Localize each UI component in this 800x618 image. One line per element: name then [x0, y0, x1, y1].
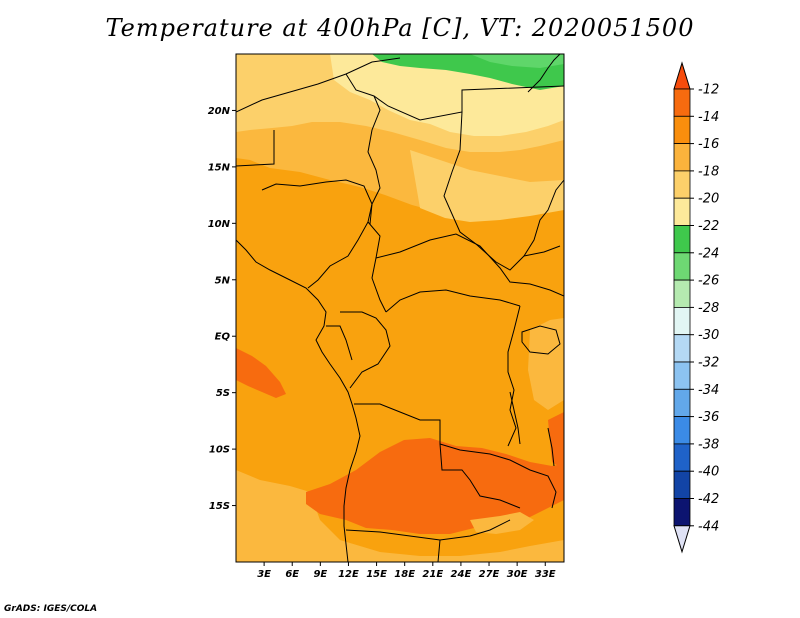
field-deeporange-west: [236, 348, 286, 398]
lon-tick-label: 33E: [535, 569, 556, 580]
lat-tick-label: 5S: [216, 388, 230, 399]
lat-tick-label: 10S: [209, 445, 230, 456]
coastline-west: [236, 239, 361, 562]
colorbar: -12 -14 -16 -18 -20 -22 -24 -26 -28 -30 -32 -34 -36 -…: [673, 61, 719, 554]
colorbar-label: -32: [698, 356, 719, 371]
colorbar-swatch: [673, 416, 691, 445]
latitude-axis: 20N 15N 10N 5N EQ 5S 10S 15S: [208, 106, 236, 512]
colorbar-swatch: [673, 143, 691, 172]
map-frame: [235, 53, 565, 563]
lat-tick-label: 15N: [208, 162, 231, 173]
colorbar-swatch: [673, 197, 691, 226]
border-sahara-2: [345, 73, 564, 121]
colorbar-label: -22: [698, 219, 719, 234]
border-nigeria: [261, 179, 373, 289]
colorbar-label: -16: [698, 137, 719, 152]
colorbar-label: -38: [698, 437, 719, 452]
lat-tick-label: 10N: [208, 219, 231, 230]
lon-tick-label: 30E: [507, 569, 528, 580]
lat-tick-label: 5N: [215, 275, 231, 286]
field-deeporange-south: [306, 438, 564, 534]
lon-tick-label: 27E: [479, 569, 500, 580]
lon-tick-label: 9E: [313, 569, 327, 580]
colorbar-swatch: [673, 361, 691, 390]
border-drc-east: [507, 305, 521, 447]
colorbar-top-arrow: [673, 61, 691, 90]
border-congo: [340, 311, 391, 389]
border-angola: [354, 403, 521, 509]
colorbar-swatch: [673, 170, 691, 199]
colorbar-label: -30: [698, 328, 719, 343]
colorbar-swatch: [673, 334, 691, 363]
field-lightgreen-north: [470, 54, 564, 68]
colorbar-swatch: [673, 388, 691, 417]
colorbar-label: -40: [698, 465, 719, 480]
field-light-patch-south: [470, 512, 534, 534]
field-light-orange-east: [528, 318, 564, 410]
lake-malawi: [547, 427, 555, 467]
lon-tick-label: 3E: [257, 569, 271, 580]
border-east-africa: [523, 179, 564, 257]
colorbar-swatch: [673, 470, 691, 499]
border-drc-north: [385, 289, 521, 313]
lake-victoria: [521, 325, 561, 355]
colorbar-swatch: [673, 225, 691, 254]
colorbar-label: -26: [698, 274, 719, 289]
border-zambia: [439, 443, 557, 509]
field-yellow-eastnorth: [410, 150, 564, 222]
colorbar-swatch: [673, 306, 691, 336]
lon-tick-label: 21E: [422, 569, 443, 580]
border-car: [375, 233, 564, 297]
colorbar-label: -12: [698, 83, 719, 98]
colorbar-label: -42: [698, 492, 719, 507]
border-chad-sudan: [443, 111, 561, 271]
colorbar-swatch: [673, 443, 691, 472]
border-botswana: [437, 539, 441, 562]
colorbar-label: -36: [698, 410, 719, 425]
red-sea-coast: [527, 54, 561, 93]
colorbar-label: -14: [698, 110, 719, 125]
lon-tick-label: 6E: [285, 569, 299, 580]
lon-tick-label: 24E: [451, 569, 472, 580]
field-light-orange-west: [236, 470, 564, 562]
colorbar-swatch: [673, 498, 691, 527]
border-sahara-1: [236, 57, 401, 113]
temperature-field: [236, 54, 564, 562]
lat-tick-label: 15S: [209, 501, 230, 512]
country-borders: [236, 54, 564, 562]
colorbar-swatch: [673, 115, 691, 145]
lat-tick-label: EQ: [215, 332, 231, 343]
colorbar-label: -44: [698, 519, 719, 534]
colorbar-swatch: [673, 252, 691, 281]
credit-label: GrADS: IGES/COLA: [4, 604, 98, 614]
border-gabon: [326, 325, 353, 361]
longitude-axis: 3E 6E 9E 12E 15E 18E 21E 24E 27E 30E 33E: [257, 562, 556, 580]
colorbar-label: -24: [698, 246, 719, 261]
colorbar-bottom-arrow: [673, 525, 691, 554]
field-deeporange-east: [548, 412, 564, 470]
colorbar-label: -18: [698, 164, 719, 179]
border-cameroon: [367, 221, 387, 313]
colorbar-swatch: [673, 88, 691, 117]
lon-tick-label: 18E: [394, 569, 415, 580]
border-sahara-3: [236, 130, 275, 167]
lake-tanganyika: [509, 391, 521, 445]
border-niger-chad: [367, 95, 381, 225]
colorbar-label: -34: [698, 383, 719, 398]
colorbar-swatch: [673, 279, 691, 308]
colorbar-label: -20: [698, 192, 719, 207]
lon-tick-label: 12E: [338, 569, 359, 580]
lat-tick-label: 20N: [208, 106, 231, 117]
map-title: Temperature at 400hPa [C], VT: 202005150…: [105, 14, 695, 42]
colorbar-label: -28: [698, 301, 719, 316]
lon-tick-label: 15E: [366, 569, 387, 580]
